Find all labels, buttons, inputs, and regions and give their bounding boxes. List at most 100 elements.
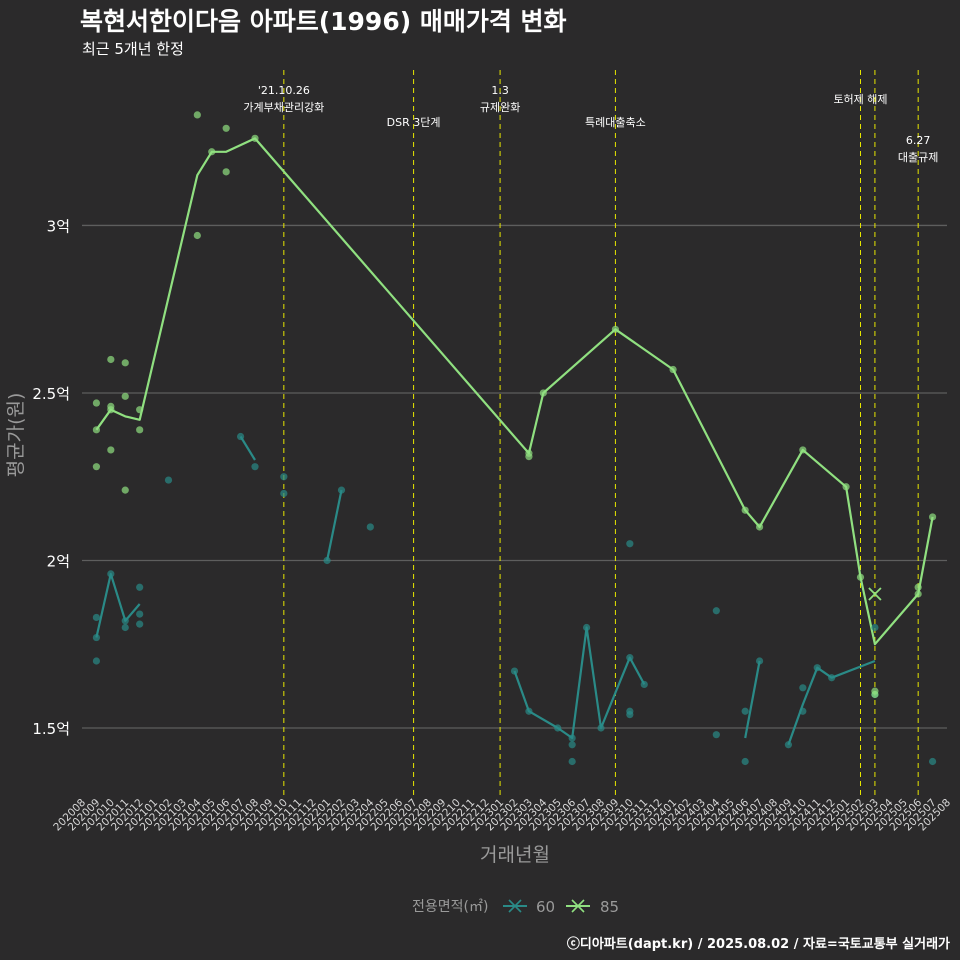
data-point-85 — [92, 463, 101, 471]
legend-key-60-cross — [508, 899, 522, 913]
data-point-85 — [251, 134, 259, 142]
data-point-60 — [755, 657, 764, 665]
x-axis-title: 거래년월 — [480, 844, 550, 866]
data-point-60 — [741, 707, 749, 715]
y-axis-title: 평균가(원) — [5, 393, 27, 478]
data-point-60 — [784, 741, 793, 749]
legend: 전용면적(㎡) 60 85 — [412, 898, 619, 916]
data-point-85 — [121, 359, 129, 367]
data-point-60 — [582, 623, 591, 632]
data-point-85 — [222, 168, 230, 176]
data-point-85 — [121, 392, 129, 400]
data-point-85 — [193, 231, 201, 240]
line-layer — [95, 137, 934, 746]
data-point-60 — [164, 476, 173, 484]
y-tick-label: 2.5억 — [32, 385, 70, 403]
data-point-60 — [251, 463, 259, 471]
data-point-85 — [107, 355, 115, 364]
data-point-60 — [813, 664, 821, 672]
data-point-60 — [107, 570, 115, 578]
data-point-60 — [121, 617, 129, 625]
event-label: '21.10.26 — [258, 84, 310, 97]
data-point-85 — [107, 406, 115, 414]
chart-title: 복현서한이다음 아파트(1996) 매매가격 변화 — [80, 7, 567, 36]
data-point-60 — [280, 489, 288, 498]
legend-key-85-cross — [571, 899, 585, 913]
data-point-85 — [914, 583, 922, 591]
data-point-85 — [741, 506, 749, 514]
event-label: 토허제 해제 — [833, 92, 887, 106]
legend-label-60: 60 — [536, 898, 555, 916]
data-point-85 — [799, 446, 807, 454]
data-point-60 — [568, 757, 576, 766]
data-point-85 — [856, 573, 865, 581]
data-point-60 — [136, 620, 144, 628]
data-point-60 — [741, 757, 749, 766]
series-line-60 — [239, 435, 256, 461]
event-label: 대출규제 — [898, 151, 938, 164]
data-point-60 — [799, 707, 807, 715]
data-point-85 — [222, 124, 230, 132]
data-point-60 — [871, 623, 879, 632]
data-point-85 — [136, 406, 144, 414]
legend-title: 전용면적(㎡) — [412, 899, 488, 915]
data-point-60 — [712, 731, 720, 739]
series-line-60 — [95, 572, 141, 638]
data-point-85 — [539, 389, 547, 397]
series-line-60 — [513, 626, 646, 740]
data-point-60 — [323, 556, 331, 565]
data-point-85 — [871, 690, 879, 699]
data-point-60 — [136, 583, 144, 591]
data-point-60 — [626, 654, 634, 662]
data-point-60 — [828, 674, 836, 682]
y-tick-label: 2억 — [47, 552, 70, 570]
axis-layer: 거래년월 평균가(원) 1.5억2억2.5억3억2020082020092020… — [5, 217, 953, 866]
data-point-85 — [193, 111, 201, 119]
series-line-60 — [326, 489, 343, 561]
data-point-60 — [121, 623, 129, 632]
chart-subtitle: 최근 5개년 한정 — [82, 40, 184, 58]
y-tick-label: 3억 — [47, 217, 70, 235]
data-point-60 — [236, 432, 245, 441]
grid-layer — [82, 224, 947, 729]
data-point-60 — [928, 757, 937, 766]
data-point-60 — [136, 610, 144, 618]
data-point-85 — [92, 426, 101, 434]
data-point-85 — [136, 426, 144, 434]
legend-label-85: 85 — [600, 898, 619, 916]
data-point-60 — [568, 741, 576, 749]
event-label: 규제완화 — [480, 101, 520, 114]
event-label: 1.3 — [491, 84, 509, 97]
data-point-60 — [640, 680, 648, 689]
data-point-60 — [626, 540, 634, 548]
data-point-60 — [554, 724, 562, 732]
data-point-60 — [799, 684, 807, 692]
data-point-60 — [510, 667, 519, 675]
data-point-85 — [755, 523, 764, 531]
event-label: 가계부채관리강화 — [243, 101, 324, 114]
event-label: DSR 3단계 — [387, 116, 441, 129]
data-point-60 — [92, 633, 101, 642]
series-line-60 — [787, 659, 876, 746]
data-point-60 — [366, 523, 374, 531]
data-point-60 — [337, 486, 346, 494]
data-point-60 — [92, 613, 101, 622]
data-point-60 — [712, 607, 720, 615]
data-point-60 — [92, 657, 101, 665]
data-point-60 — [597, 724, 605, 732]
event-label: 특례대출축소 — [585, 116, 646, 129]
data-point-60 — [525, 707, 533, 715]
point-layer — [92, 111, 937, 766]
series-line-85 — [95, 137, 934, 646]
series-line-60 — [744, 660, 761, 739]
data-point-85 — [92, 399, 101, 407]
data-point-85 — [208, 148, 216, 156]
y-tick-label: 1.5억 — [32, 720, 70, 738]
data-point-85 — [107, 446, 115, 454]
data-point-85 — [928, 513, 937, 521]
cross-marker-85 — [868, 587, 882, 601]
data-point-85 — [121, 486, 129, 494]
data-point-85 — [914, 590, 922, 598]
data-point-85 — [611, 325, 620, 333]
